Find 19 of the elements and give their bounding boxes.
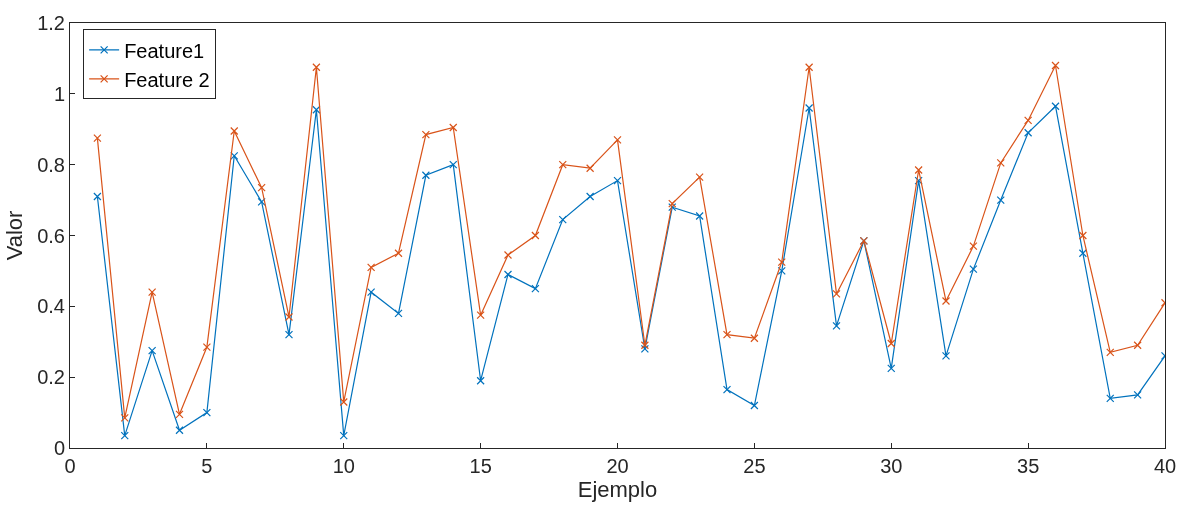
y-tick-label: 0.2 (37, 366, 65, 389)
y-tick-label: 0.4 (37, 295, 65, 318)
x-tick-label: 15 (469, 455, 492, 477)
x-tick-label: 40 (1153, 455, 1177, 477)
y-tick-label: 1.2 (37, 12, 65, 34)
y-tick-label: 1 (53, 82, 65, 105)
x-tick-label: 35 (1017, 455, 1040, 477)
x-tick-label: 10 (332, 455, 355, 477)
y-axis-title: Valor (1, 210, 27, 261)
x-tick-label: 25 (743, 455, 766, 477)
y-tick-label: 0 (53, 437, 65, 459)
y-tick-label: 0.6 (37, 224, 65, 247)
x-tick-label: 5 (201, 455, 213, 477)
x-axis-title: Ejemplo (577, 477, 658, 502)
x-tick-label: 20 (606, 455, 629, 477)
legend-label: Feature 2 (124, 68, 210, 91)
x-tick-label: 30 (880, 455, 903, 477)
legend-label: Feature1 (124, 39, 205, 62)
y-tick-label: 0.8 (37, 153, 65, 176)
